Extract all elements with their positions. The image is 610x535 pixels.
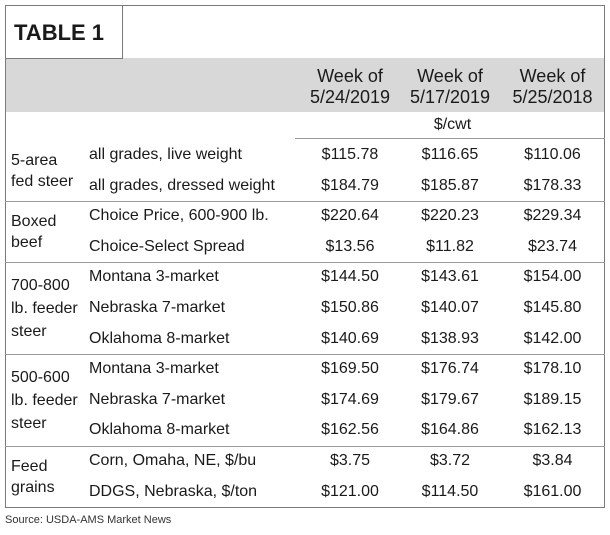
cell-value: $161.00 [523,482,582,500]
cell-value: $178.33 [523,176,582,194]
cell-value: $162.13 [523,421,582,439]
group-label: 5-area [11,151,58,169]
cell-value: $150.86 [321,299,379,316]
row-label: Corn, Omaha, NE, $/bu [89,452,257,469]
cell-value: $23.74 [528,237,577,255]
row-label: Choice-Select Spread [89,237,245,255]
row-label: Oklahoma 8-market [89,329,230,347]
cell-value: $144.50 [321,268,379,286]
cell-value: $169.50 [321,360,379,378]
row-label: all grades, dressed weight [89,176,275,194]
cell-value: $220.23 [421,207,479,225]
cell-value: $3.72 [429,452,471,469]
cell-value: $164.86 [421,421,479,439]
cell-value: $110.06 [524,146,581,163]
cell-value: $162.56 [321,421,379,439]
cell-value: $143.61 [421,268,479,286]
cell-value: $154.00 [523,268,582,286]
cell-value: $184.79 [321,176,379,194]
row-label: Choice Price, 600-900 lb. [89,207,269,225]
group-label: Boxed [11,212,57,230]
group-rule [5,262,605,264]
cell-value: $3.84 [532,452,573,469]
table-border [5,5,605,508]
group-label: steer [11,414,47,432]
cell-value: $3.75 [329,452,371,469]
cell-value: $189.15 [523,390,582,408]
group-rule [5,354,605,356]
row-label: Nebraska 7-market [89,390,226,408]
column-header: 5/25/2018 [512,87,593,107]
cell-value: $220.64 [321,207,379,225]
cell-value: $121.00 [321,482,379,500]
cell-value: $229.34 [523,207,582,225]
cell-value: $116.65 [421,146,479,163]
title-box [5,5,123,59]
group-label: steer [11,322,47,340]
cell-value: $174.69 [321,390,379,408]
group-label: beef [11,233,43,251]
column-header: 5/24/2019 [309,87,391,107]
cell-value: $176.74 [421,360,479,378]
row-label: Montana 3-market [89,360,219,378]
column-header: Week of [417,66,483,86]
row-label: DDGS, Nebraska, $/ton [89,482,258,500]
group-label: 500-600 [11,368,70,386]
cell-value: $179.67 [421,390,479,408]
group-label: fed steer [11,172,74,190]
group-label: grains [11,478,55,496]
group-label: Feed [11,457,48,475]
row-label: Montana 3-market [89,268,219,286]
group-label: 700-800 [11,276,70,294]
cell-value: $11.82 [426,237,474,255]
column-header: 5/17/2019 [409,87,491,107]
cell-value: $185.87 [421,176,479,194]
cell-value: $140.07 [421,299,479,316]
row-label: Oklahoma 8-market [89,421,230,439]
row-label: all grades, live weight [89,146,242,163]
column-header: Week of [317,66,383,86]
cell-value: $13.56 [325,237,375,255]
source-note: Source: USDA-AMS Market News [5,514,172,526]
column-header: Week of [519,66,586,86]
cell-value: $114.50 [421,482,479,500]
header-bg [5,58,605,112]
cell-value: $115.78 [321,146,379,163]
group-label: lb. feeder [11,299,78,317]
row-label: Nebraska 7-market [89,299,226,316]
cell-value: $140.69 [321,329,379,347]
table-title: TABLE 1 [14,20,105,45]
cell-value: $142.00 [523,329,582,347]
group-rule [5,201,605,203]
cell-value: $138.93 [421,329,479,347]
unit-rule [295,138,605,139]
unit-label: $/cwt [433,116,472,133]
group-label: lb. feeder [11,391,78,409]
cell-value: $145.80 [523,299,582,316]
cell-value: $178.10 [523,360,582,378]
group-rule [5,446,605,447]
